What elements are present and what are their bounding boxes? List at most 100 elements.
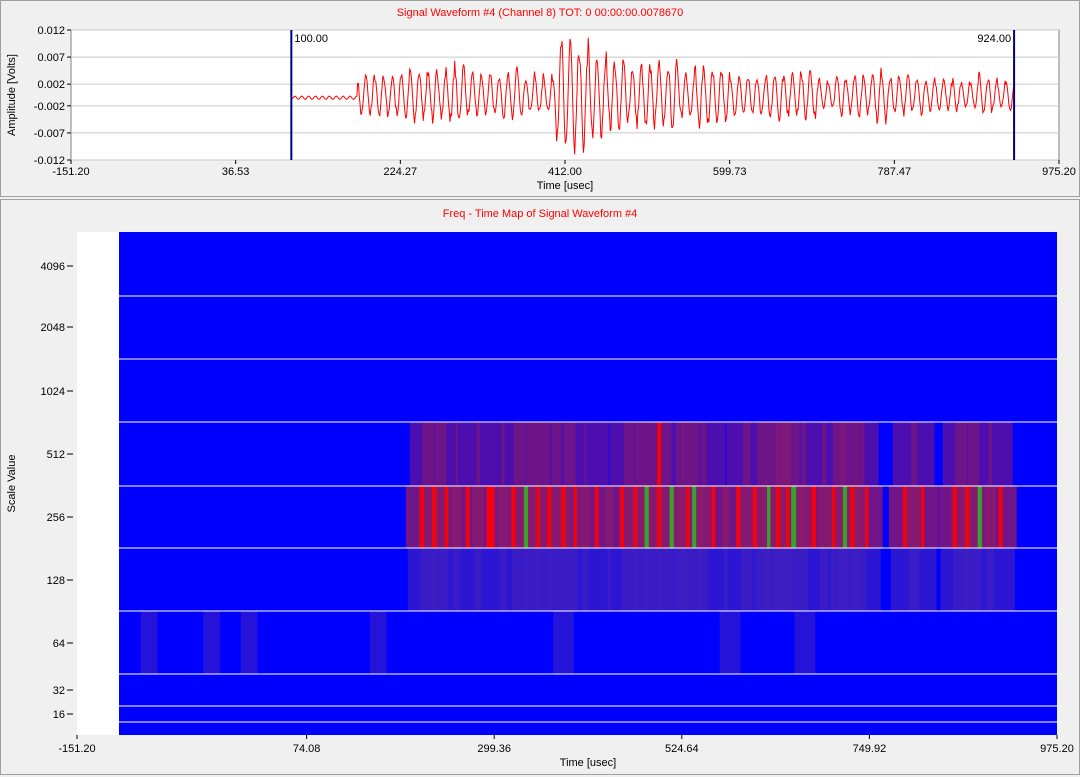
scalogram-y-tick-label: 32 (53, 685, 65, 697)
scalogram-cell-512-mid (911, 422, 935, 486)
scalogram-x-tick-label: -151.20 (58, 743, 95, 755)
scalogram-cell-256-peak (644, 486, 649, 548)
scalogram-cell-256-high (998, 486, 1003, 548)
waveform-y-tick-label: 0.012 (37, 25, 65, 37)
scalogram-cell-128-low (632, 548, 661, 611)
scalogram-cell-256-high (921, 486, 925, 548)
scalogram-y-axis-label: Scale Value (6, 455, 18, 513)
scalogram-cell-512-mid (832, 422, 857, 486)
scalogram-y-tick-label: 1024 (41, 386, 65, 398)
scalogram-cell-256-peak (523, 486, 529, 548)
waveform-y-tick-label: 0.002 (37, 79, 65, 91)
waveform-panel: Signal Waveform #4 (Channel 8) TOT: 0 00… (0, 0, 1080, 197)
scalogram-cell-512-mid (757, 422, 781, 486)
scalogram-cell-256-high (594, 486, 599, 548)
scalogram-cell-128-low (511, 548, 541, 611)
scalogram-cell-256-high (573, 486, 577, 548)
scalogram-cell-512-mid (659, 422, 684, 486)
scalogram-cell-256-high (561, 486, 566, 548)
scalogram-x-tick-label: 975.20 (1040, 743, 1074, 755)
scalogram-cell-128-low (755, 548, 783, 611)
waveform-x-tick-label: -151.20 (52, 166, 89, 178)
scalogram-cell-256-high (547, 486, 552, 548)
scalogram-cell-512-mid (781, 422, 807, 486)
scalogram-cell-128-low (909, 548, 937, 611)
scalogram-cell-64-low (203, 611, 220, 674)
scalogram-cell-512-mid (634, 422, 659, 486)
scalogram-cell-256-peak (977, 486, 982, 548)
waveform-y-tick-label: 0.007 (37, 52, 65, 64)
marker-right-label: 924.00 (977, 33, 1011, 45)
scalogram-panel: Freq - Time Map of Signal Waveform #4 40… (0, 199, 1080, 775)
scalogram-cell-64-low (794, 611, 816, 674)
waveform-y-axis-label: Amplitude [Volts] (6, 54, 18, 136)
scalogram-x-axis-label: Time [usec] (560, 757, 616, 769)
scalogram-x-tick-label: 524.64 (665, 743, 699, 755)
scalogram-cell-256-high (811, 486, 817, 548)
scalogram-cell-512-mid (855, 422, 879, 486)
scalogram-cell-256-high (865, 486, 869, 548)
scalogram-cell-512-mid (434, 422, 459, 486)
scalogram-cell-256-high (752, 486, 758, 548)
scalogram-y-tick-label: 16 (53, 709, 65, 721)
scalogram-y-tick-label: 128 (47, 575, 65, 587)
scalogram-cell-128-low (582, 548, 611, 611)
scalogram-chart: 4096 2048 1024 512 256 128 64 32 16 -151.20 74.08 2… (6, 232, 1074, 769)
scalogram-x-tick-label: 74.08 (293, 743, 321, 755)
scalogram-cell-64-low (369, 611, 387, 674)
scalogram-cell-128-low (965, 548, 994, 611)
scalogram-cell-256-peak (669, 486, 674, 548)
waveform-x-tick-label: 36.53 (222, 166, 250, 178)
scalogram-y-tick-label: 4096 (41, 261, 65, 273)
scalogram-cell-512-high (657, 422, 662, 486)
scalogram-cell-512-mid (455, 422, 480, 486)
waveform-title: Signal Waveform #4 (Channel 8) TOT: 0 00… (396, 7, 684, 19)
scalogram-cell-64-low (240, 611, 258, 674)
scalogram-cell-128-low (779, 548, 809, 611)
scalogram-cell-256-peak (767, 486, 771, 548)
scalogram-cell-256-high (965, 486, 970, 548)
scalogram-cell-256-high (486, 486, 495, 548)
scalogram-cell-256-high (850, 486, 855, 548)
scalogram-cell-512-mid (513, 422, 539, 486)
scalogram-cell-256-high (902, 486, 907, 548)
waveform-x-tick-label: 975.20 (1042, 166, 1076, 178)
scalogram-cell-256-high (776, 486, 781, 548)
scalogram-cell-256-high (711, 486, 716, 548)
scalogram-cell-64-low (553, 611, 574, 674)
scalogram-x-tick-label: 749.92 (853, 743, 887, 755)
scalogram-cell-256-peak (842, 486, 847, 548)
scalogram-cell-256-high (736, 486, 741, 548)
scalogram-cell-256-high (686, 486, 690, 548)
waveform-chart: 0.012 0.007 0.002 -0.002 -0.007 -0.012-151.20… (6, 25, 1076, 192)
scalogram-y-tick-label: 256 (47, 512, 65, 524)
scalogram-cell-256-high (465, 486, 470, 548)
scalogram-cell-512-mid (584, 422, 609, 486)
scalogram-white-gutter (77, 232, 119, 735)
scalogram-cell-256-high (633, 486, 638, 548)
scalogram-cell-512-mid (682, 422, 707, 486)
waveform-x-tick-label: 412.00 (548, 166, 582, 178)
scalogram-cell-256-high (952, 486, 957, 548)
scalogram-cell-128-low (830, 548, 859, 611)
scalogram-y-tick-label: 512 (47, 449, 65, 461)
scalogram-cell-512-mid (988, 422, 1013, 486)
scalogram-cell-256-peak (692, 486, 697, 548)
scalogram-cell-256-high (432, 486, 437, 548)
scalogram-y-tick-label: 64 (53, 638, 65, 650)
scalogram-y-tick-label: 2048 (41, 322, 65, 334)
waveform-signal-line (291, 37, 1015, 155)
scalogram-cell-128-low (680, 548, 709, 611)
scalogram-cell-256-high (444, 486, 449, 548)
scalogram-cell-256-high (786, 486, 790, 548)
scalogram-cell-512-mid (967, 422, 992, 486)
scalogram-cell-512-mid (563, 422, 587, 486)
scalogram-cell-256-high (657, 486, 662, 548)
waveform-y-tick-label: -0.007 (34, 128, 65, 140)
scalogram-cell-64-low (140, 611, 158, 674)
scalogram-x-tick-label: 299.36 (477, 743, 511, 755)
waveform-x-tick-label: 224.27 (384, 166, 418, 178)
waveform-y-tick-label: -0.002 (34, 101, 65, 113)
waveform-y-tick-label: -0.012 (34, 155, 65, 167)
scalogram-cell-256-high (619, 486, 624, 548)
